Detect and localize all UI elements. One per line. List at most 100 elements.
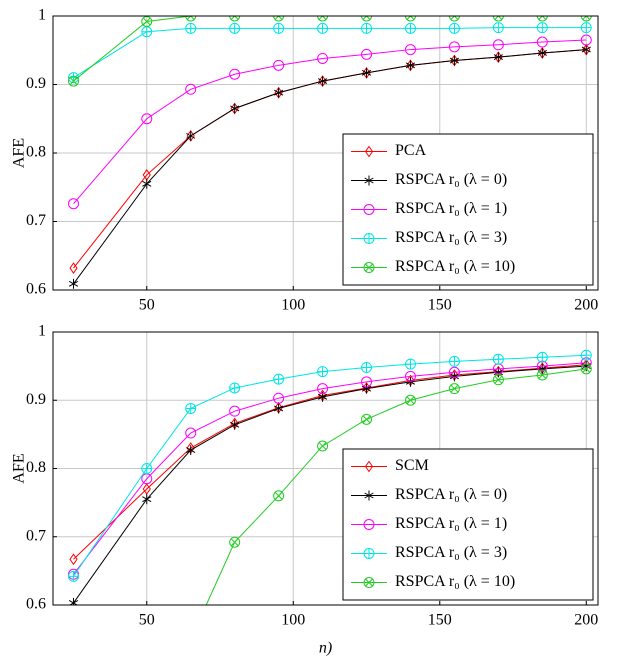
marker-shape	[364, 548, 374, 559]
marker	[536, 16, 548, 22]
marker-shape	[493, 22, 504, 33]
y-tick-label: 0.6	[26, 281, 46, 298]
marker-shape	[186, 16, 195, 20]
marker-shape	[229, 536, 241, 548]
marker-shape	[142, 496, 152, 503]
marker-shape	[318, 16, 327, 20]
marker-shape	[582, 364, 591, 373]
y-tick-label: 0.8	[26, 459, 46, 476]
marker-shape	[536, 369, 548, 381]
plot-area	[68, 16, 592, 289]
marker-shape	[493, 54, 503, 61]
marker-shape	[405, 23, 416, 34]
legend-label: RSPCA r₀ (λ = 3)	[395, 229, 507, 246]
marker-shape	[141, 463, 152, 474]
marker	[229, 536, 241, 548]
legend-label: RSPCA r₀ (λ = 1)	[395, 515, 507, 532]
marker	[449, 55, 460, 66]
marker	[317, 366, 329, 378]
marker	[229, 405, 241, 417]
series-line	[73, 362, 587, 575]
marker-shape	[365, 578, 373, 587]
marker	[68, 278, 79, 289]
y-axis-label: AFE	[11, 138, 28, 168]
marker-shape	[537, 352, 548, 363]
marker	[185, 402, 197, 414]
marker-shape	[493, 354, 504, 365]
marker-shape	[580, 363, 592, 375]
marker-shape	[69, 262, 78, 274]
marker	[580, 34, 592, 46]
series-line	[73, 364, 587, 560]
marker	[274, 403, 284, 414]
plot-area	[68, 349, 592, 605]
legend-label: RSPCA r₀ (λ = 10)	[395, 258, 515, 275]
marker-shape	[580, 16, 592, 22]
marker	[537, 47, 547, 58]
marker-shape	[449, 23, 460, 34]
y-tick-label: 0.7	[26, 212, 46, 229]
marker	[274, 87, 284, 98]
marker	[68, 75, 80, 87]
marker-shape	[317, 16, 329, 22]
marker-shape	[405, 359, 416, 370]
marker-shape	[537, 50, 547, 56]
marker	[273, 392, 285, 404]
marker-shape	[404, 16, 416, 22]
marker	[317, 52, 329, 64]
marker	[185, 427, 197, 439]
axes-frame	[52, 15, 599, 291]
marker-shape	[406, 16, 415, 20]
y-tick-label: 0.6	[26, 596, 46, 613]
marker	[361, 383, 372, 394]
marker	[273, 22, 285, 34]
marker	[361, 361, 373, 373]
marker-shape	[273, 374, 284, 385]
marker-shape	[363, 262, 375, 273]
marker-shape	[536, 16, 548, 22]
marker	[317, 76, 328, 87]
marker-shape	[230, 105, 240, 112]
marker-shape	[450, 16, 459, 20]
marker-shape	[274, 16, 283, 20]
marker-shape	[538, 16, 547, 20]
marker-shape	[186, 132, 196, 139]
marker	[229, 16, 241, 22]
marker-shape	[185, 403, 196, 414]
series-line	[73, 365, 587, 604]
marker-shape	[580, 34, 592, 46]
legend-label: SCM	[395, 457, 429, 474]
marker	[69, 262, 78, 274]
marker	[273, 59, 285, 71]
legend-label: PCA	[395, 142, 427, 159]
series-line	[73, 16, 587, 82]
marker-shape	[536, 36, 548, 48]
legend-label: RSPCA r₀ (λ = 0)	[395, 486, 507, 503]
marker	[273, 16, 285, 22]
marker-shape	[318, 442, 327, 450]
marker-shape	[68, 571, 79, 582]
marker-shape	[229, 405, 241, 417]
marker	[142, 483, 151, 495]
marker	[448, 383, 460, 395]
marker-shape	[362, 415, 371, 424]
marker-shape	[492, 374, 504, 386]
marker	[580, 349, 592, 361]
marker	[448, 16, 460, 22]
marker-shape	[317, 393, 328, 400]
marker	[581, 44, 591, 55]
marker	[580, 363, 592, 375]
marker-shape	[448, 366, 460, 378]
marker-shape	[69, 77, 78, 85]
marker	[404, 22, 416, 34]
marker	[186, 130, 196, 141]
marker	[273, 490, 285, 502]
marker	[229, 68, 241, 80]
marker-shape	[581, 22, 592, 33]
marker-shape	[582, 16, 591, 20]
marker-shape	[186, 447, 196, 454]
marker	[185, 83, 197, 95]
marker-shape	[363, 204, 375, 215]
marker-shape	[317, 52, 329, 64]
